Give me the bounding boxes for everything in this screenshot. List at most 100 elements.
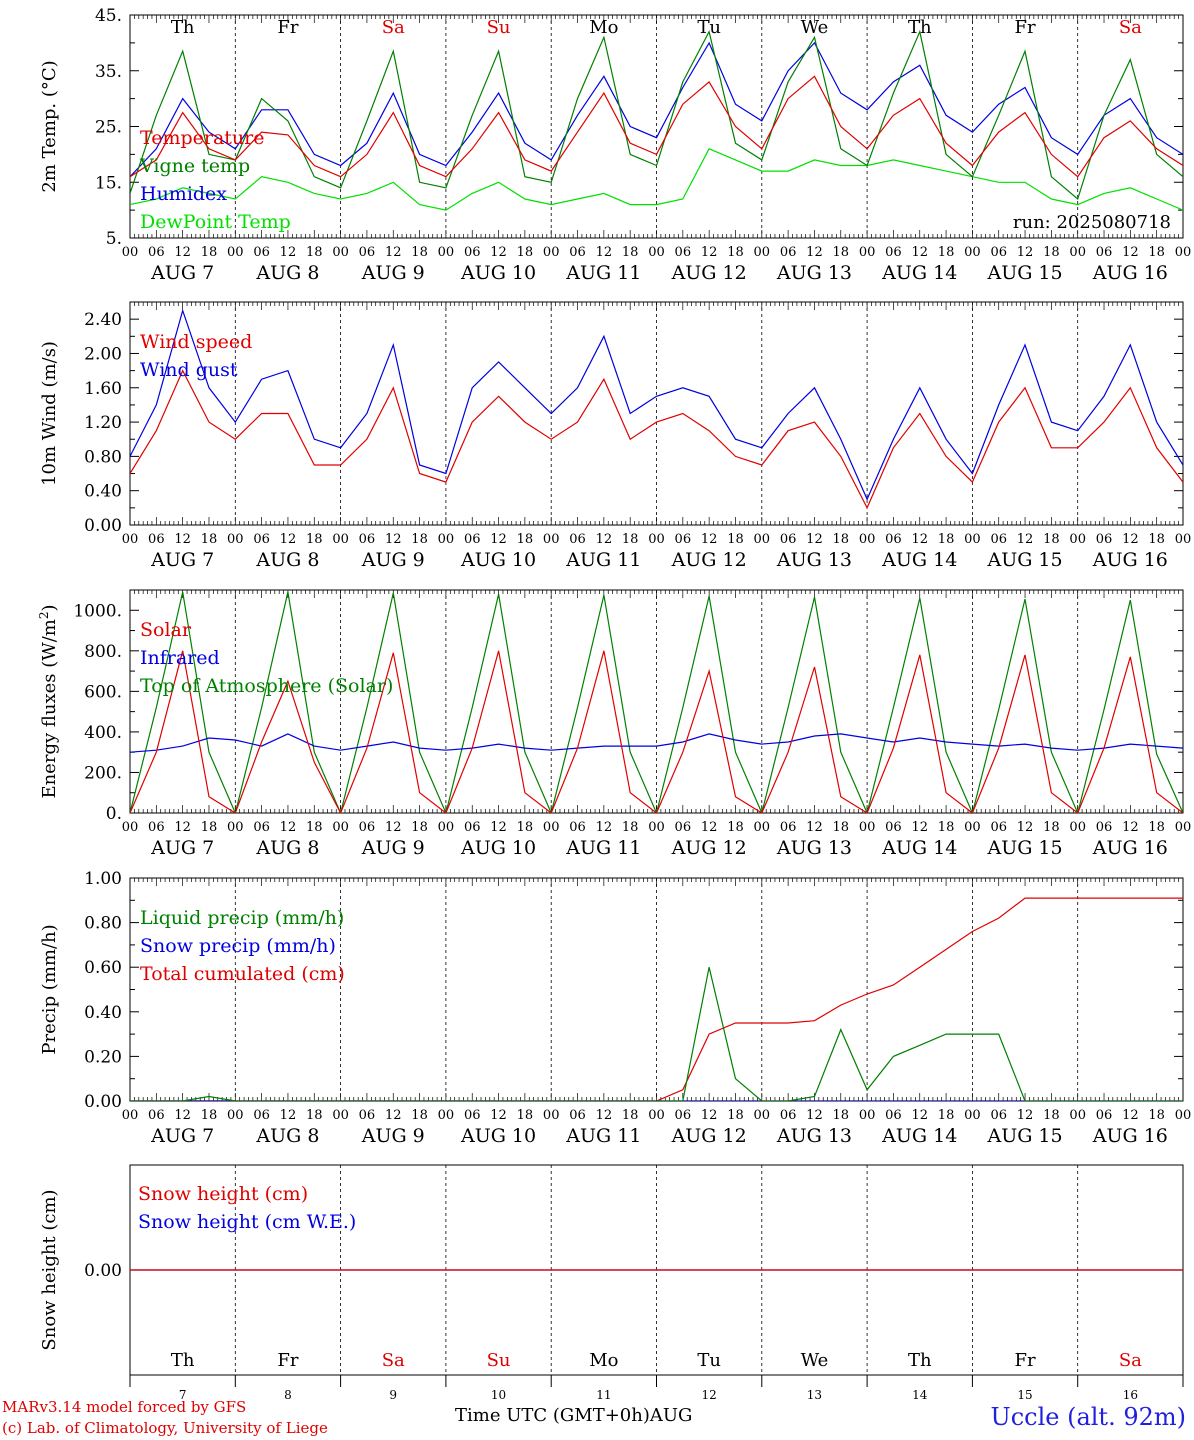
- date-label: AUG 13: [776, 1125, 852, 1147]
- date-label: AUG 11: [565, 262, 641, 284]
- hour-tick-label: 18: [306, 820, 323, 835]
- hour-tick-label: 12: [1017, 820, 1034, 835]
- date-label: AUG 11: [565, 1125, 641, 1147]
- y-tick-label: 1.20: [84, 413, 122, 433]
- hour-tick-label: 06: [1096, 245, 1113, 260]
- date-label: AUG 8: [255, 549, 319, 571]
- hour-tick-label: 00: [859, 532, 876, 547]
- y-tick-label: 25.: [95, 118, 122, 138]
- hour-tick-label: 18: [306, 532, 323, 547]
- series-line: [130, 733, 1183, 753]
- y-axis-label: Precip (mm/h): [39, 924, 60, 1054]
- y-tick-label: 0.00: [84, 516, 122, 536]
- hour-tick-label: 12: [596, 245, 613, 260]
- legend-entry: Snow height (cm): [138, 1183, 308, 1205]
- hour-tick-label: 00: [1175, 532, 1192, 547]
- hour-tick-label: 18: [622, 245, 639, 260]
- hour-tick-label: 12: [490, 245, 507, 260]
- hour-tick-label: 18: [1043, 1108, 1060, 1123]
- day-name: Fr: [1015, 1350, 1036, 1371]
- date-label: AUG 11: [565, 837, 641, 859]
- legend-entry: Temperature: [140, 127, 264, 149]
- y-axis-label: Energy fluxes (W/m2): [37, 604, 60, 798]
- hour-tick-label: 18: [833, 245, 850, 260]
- hour-tick-label: 18: [411, 245, 428, 260]
- hour-tick-label: 06: [359, 245, 376, 260]
- hour-tick-label: 06: [148, 1108, 165, 1123]
- series-line: [130, 75, 1183, 178]
- legend-entry: Top of Atmosphere (Solar): [140, 675, 393, 697]
- hour-tick-label: 12: [280, 532, 297, 547]
- run-annotation: run: 2025080718: [1013, 212, 1171, 233]
- hour-tick-label: 12: [1017, 532, 1034, 547]
- hour-tick-label: 12: [596, 820, 613, 835]
- hour-tick-label: 06: [464, 532, 481, 547]
- date-label: AUG 14: [881, 837, 957, 859]
- hour-tick-label: 18: [1148, 532, 1165, 547]
- hour-tick-label: 00: [227, 820, 244, 835]
- hour-tick-label: 06: [253, 245, 270, 260]
- y-tick-label: 0.00: [84, 1261, 122, 1281]
- y-axis-label: 2m Temp. (°C): [39, 60, 60, 192]
- hour-tick-label: 12: [1122, 532, 1139, 547]
- y-tick-label: 1.00: [84, 869, 122, 889]
- day-number: 10: [491, 1388, 506, 1402]
- hour-tick-label: 12: [385, 532, 402, 547]
- y-tick-label: 2.00: [84, 344, 122, 364]
- day-number: 12: [702, 1388, 717, 1402]
- series-line: [130, 591, 1183, 813]
- hour-tick-label: 00: [332, 532, 349, 547]
- legend-entry: Humidex: [140, 183, 227, 205]
- hour-tick-label: 00: [122, 820, 139, 835]
- legend-entry: Vigne temp: [139, 155, 250, 177]
- hour-tick-label: 00: [438, 532, 455, 547]
- hour-tick-label: 00: [122, 1108, 139, 1123]
- hour-tick-label: 12: [911, 820, 928, 835]
- hour-tick-label: 00: [1175, 1108, 1192, 1123]
- y-axis-label: Snow height (cm): [39, 1189, 60, 1350]
- day-name: Th: [171, 17, 195, 38]
- legend-entry: Infrared: [140, 647, 220, 669]
- hour-tick-label: 00: [438, 1108, 455, 1123]
- day-name: Th: [908, 1350, 932, 1371]
- date-label: AUG 14: [881, 262, 957, 284]
- day-number: 11: [596, 1388, 611, 1402]
- hour-tick-label: 18: [1043, 820, 1060, 835]
- hour-tick-label: 18: [622, 532, 639, 547]
- hour-tick-label: 12: [596, 532, 613, 547]
- hour-tick-label: 00: [543, 820, 560, 835]
- hour-tick-label: 06: [253, 1108, 270, 1123]
- hour-tick-label: 00: [859, 245, 876, 260]
- hour-tick-label: 00: [964, 1108, 981, 1123]
- hour-tick-label: 06: [885, 532, 902, 547]
- day-name: Th: [908, 17, 932, 38]
- y-axis-label-sup: 2: [37, 611, 51, 619]
- series-line: [130, 148, 1183, 211]
- series-line: [130, 897, 1183, 1101]
- panel-4: 0.00 0.20 0.40 0.60 0.80 1.00 Precip (mm/h) Liq…: [39, 869, 1191, 1147]
- hour-tick-label: 18: [306, 1108, 323, 1123]
- hour-tick-label: 12: [806, 245, 823, 260]
- date-label: AUG 9: [361, 837, 425, 859]
- date-label: AUG 15: [986, 1125, 1062, 1147]
- date-label: AUG 7: [150, 837, 214, 859]
- hour-tick-label: 06: [885, 1108, 902, 1123]
- hour-tick-label: 06: [569, 1108, 586, 1123]
- hour-tick-label: 18: [833, 820, 850, 835]
- day-number: 7: [179, 1388, 187, 1402]
- hour-tick-label: 06: [148, 820, 165, 835]
- hour-tick-label: 12: [490, 1108, 507, 1123]
- date-label: AUG 12: [671, 1125, 747, 1147]
- hour-tick-label: 06: [359, 1108, 376, 1123]
- y-tick-label: 0.80: [84, 447, 122, 467]
- hour-tick-label: 00: [1069, 1108, 1086, 1123]
- y-tick-label: 0.40: [84, 482, 122, 502]
- hour-tick-label: 00: [1175, 245, 1192, 260]
- hour-tick-label: 06: [780, 1108, 797, 1123]
- day-name: Fr: [277, 17, 298, 38]
- hour-tick-label: 00: [332, 245, 349, 260]
- hour-tick-label: 06: [569, 820, 586, 835]
- series-line: [130, 41, 1183, 178]
- hour-tick-label: 12: [280, 1108, 297, 1123]
- hour-tick-label: 12: [806, 820, 823, 835]
